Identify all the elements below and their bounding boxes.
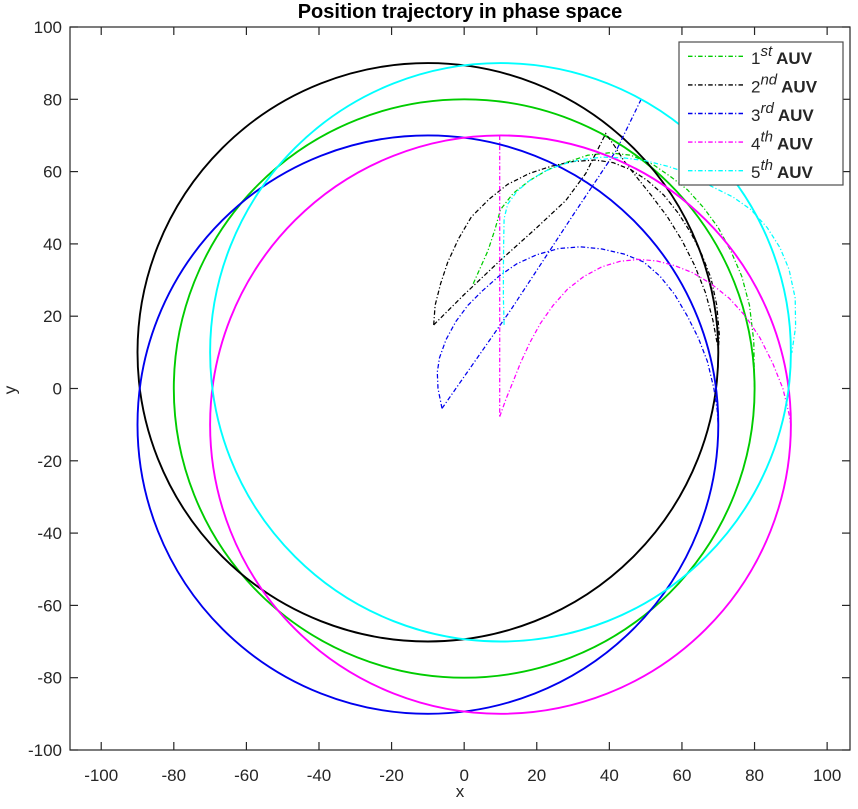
legend-label: 3rd AUV [751, 100, 814, 125]
legend-row-4th-auv: 4th AUV [688, 129, 814, 154]
orbit-circle [136, 134, 720, 715]
orbit-circle [209, 62, 792, 643]
legend-label: 5th AUV [751, 157, 814, 182]
x-tick-label: -80 [162, 766, 187, 785]
legend-label: 1st AUV [751, 43, 813, 68]
series-1st-auv [172, 98, 756, 679]
x-tick-label: 0 [459, 766, 468, 785]
y-tick-label: 40 [43, 235, 62, 254]
legend-row-1st-auv: 1st AUV [688, 43, 813, 68]
x-tick-label: 100 [813, 766, 841, 785]
y-tick-label: -60 [37, 596, 62, 615]
orbit-circle [136, 62, 720, 643]
x-axis-label: x [455, 782, 465, 801]
x-tick-label: -100 [84, 766, 118, 785]
y-tick-label: -40 [37, 524, 62, 543]
series-4th-auv [209, 134, 792, 715]
x-tick-label: 40 [600, 766, 619, 785]
x-tick-label: -20 [379, 766, 404, 785]
y-tick-label: -20 [37, 452, 62, 471]
x-tick-label: -40 [307, 766, 332, 785]
y-tick-label: 20 [43, 307, 62, 326]
legend[interactable]: 1st AUV 2nd AUV 3rd AUV 4th AUV 5th AUV [678, 41, 844, 186]
legend-box [678, 41, 844, 186]
series-5th-auv [209, 62, 797, 643]
transient-path [499, 258, 792, 425]
y-axis-label: y [0, 385, 20, 395]
y-tick-label: 80 [43, 90, 62, 109]
transient-path [433, 159, 720, 353]
x-tick-label: 80 [745, 766, 764, 785]
chart-title: Position trajectory in phase space [297, 1, 623, 23]
transient-path [441, 97, 643, 409]
x-tick-label: 20 [527, 766, 546, 785]
y-tick-label: -100 [28, 741, 62, 760]
series-2nd-auv [136, 62, 720, 643]
y-tick-label: 0 [53, 380, 62, 399]
transient-path [433, 132, 719, 346]
x-tick-label: -60 [234, 766, 259, 785]
legend-row-2nd-auv: 2nd AUV [688, 71, 818, 96]
orbit-circle [209, 134, 792, 715]
transient-path [472, 152, 756, 389]
series-3rd-auv [136, 97, 720, 715]
y-tick-label: -80 [37, 669, 62, 688]
transient-path [502, 156, 797, 353]
x-tick-label: 60 [672, 766, 691, 785]
y-tick-label: 60 [43, 163, 62, 182]
legend-row-5th-auv: 5th AUV [688, 157, 814, 182]
orbit-circle [172, 98, 756, 679]
legend-label: 2nd AUV [751, 71, 818, 96]
legend-row-3rd-auv: 3rd AUV [688, 100, 814, 125]
legend-label: 4th AUV [751, 129, 814, 154]
y-tick-label: 100 [34, 18, 62, 37]
transient-path [436, 246, 719, 425]
